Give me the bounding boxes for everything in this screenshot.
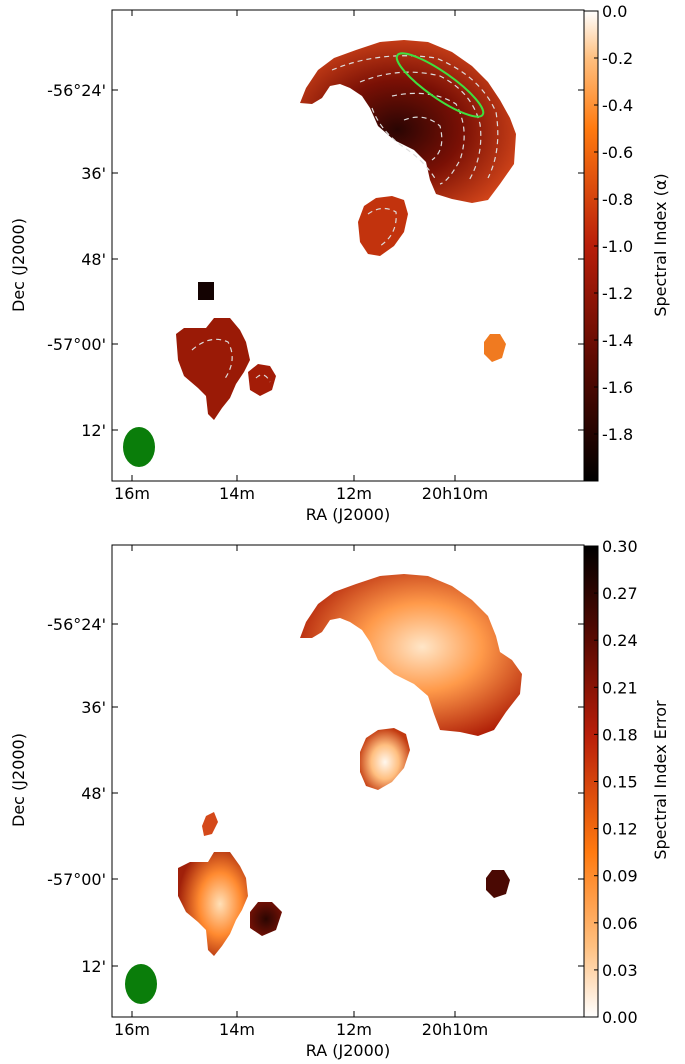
colorbar-tick-label: -0.8 — [602, 190, 633, 209]
y-tick-label: 48' — [81, 250, 106, 269]
source-small-knot-2 — [202, 812, 218, 836]
source-middle-blob-1 — [358, 196, 408, 256]
contours-southwest — [191, 338, 271, 383]
x-tick-label: 12m — [336, 484, 372, 503]
colorbar-tick-label: 0.15 — [602, 773, 638, 792]
colorbar-tick-label: 0.00 — [602, 1008, 638, 1027]
x-tick-label: 20h10m — [422, 484, 488, 503]
x-axis-2: 16m 14m 12m 20h10m — [114, 545, 488, 1039]
y-tick-label: -56°24' — [47, 81, 106, 100]
colorbar-tick-label: -1.6 — [602, 378, 633, 397]
contours-middle — [367, 207, 397, 247]
source-southeast-2 — [486, 870, 510, 898]
colorbar-tick-label: 0.03 — [602, 961, 638, 980]
source-southwest-2 — [178, 852, 248, 956]
y-tick-label: -57°00' — [47, 335, 106, 354]
x-tick-label: 20h10m — [422, 1020, 488, 1039]
colorbar-tick-label: 0.0 — [602, 2, 627, 21]
y-tick-label: 36' — [81, 698, 106, 717]
source-southwest-1 — [176, 318, 250, 420]
x-tick-label: 16m — [114, 1020, 150, 1039]
colorbar-tick-label: -1.0 — [602, 237, 633, 256]
colorbar-tick-label: 0.24 — [602, 631, 638, 650]
plot-frame-1 — [111, 9, 585, 482]
y-tick-label: 48' — [81, 784, 106, 803]
source-middle-blob-2 — [360, 728, 410, 790]
colorbar-tick-label: -0.2 — [602, 49, 633, 68]
x-tick-label: 14m — [219, 1020, 255, 1039]
y-axis-label-2: Dec (J2000) — [9, 733, 28, 827]
colorbar-tick-label: 0.21 — [602, 678, 638, 697]
y-tick-label: -57°00' — [47, 870, 106, 889]
panel-spectral-index-error: 16m 14m 12m 20h10m -56°24'36'48'-57°00'12' … — [9, 537, 670, 1060]
colorbar-tick-label: -1.4 — [602, 331, 633, 350]
source-southeast-1 — [484, 334, 506, 362]
colorbar-tick-label: 0.06 — [602, 914, 638, 933]
x-tick-label: 12m — [336, 1020, 372, 1039]
beam-ellipse-1 — [123, 427, 155, 467]
colorbar-tick-label: -1.2 — [602, 284, 633, 303]
y-tick-label: 12' — [81, 957, 106, 976]
colorbar-tick-label: 0.27 — [602, 584, 638, 603]
colorbar-tick-label: -1.8 — [602, 425, 633, 444]
x-tick-label: 14m — [219, 484, 255, 503]
x-axis-1: 16m 14m 12m 20h10m — [114, 10, 488, 503]
colorbar-tick-label: -0.6 — [602, 143, 633, 162]
colorbar-tick-label: 0.30 — [602, 537, 638, 556]
colorbar-label-2: Spectral Index Error — [651, 700, 670, 860]
y-tick-label: 12' — [81, 421, 106, 440]
colorbar-tick-label: -0.4 — [602, 96, 633, 115]
source-southwest-small-2 — [250, 902, 282, 936]
y-axis-1: -56°24' 36' 48' -57°00' 12' — [47, 81, 584, 440]
panel-spectral-index: 16m 14m 12m 20h10m -56°24'36'48'-57°00'12' … — [9, 2, 670, 524]
source-arc-2 — [300, 574, 522, 736]
x-tick-label: 16m — [114, 484, 150, 503]
colorbar-ticks-1: 0.0 -0.2 -0.4 -0.6 -0.8 -1.0 -1.2 -1.4 -1.6 -1.8 — [594, 2, 633, 444]
source-arc-1 — [300, 40, 516, 203]
source-southwest-small-1 — [248, 364, 276, 396]
beam-ellipse-2 — [125, 964, 157, 1004]
y-axis-label-1: Dec (J2000) — [9, 218, 28, 312]
region-ellipse — [395, 52, 485, 118]
colorbar-tick-label: 0.09 — [602, 867, 638, 886]
colorbar-label-1: Spectral Index (α) — [651, 173, 670, 316]
colorbar-tick-label: 0.18 — [602, 725, 638, 744]
colorbar-ticks-2: 0.30 0.27 0.24 0.21 0.18 0.15 0.12 0.09 0.06 0.03… — [594, 537, 638, 1027]
x-axis-label-2: RA (J2000) — [306, 1041, 390, 1060]
x-axis-label-1: RA (J2000) — [306, 505, 390, 524]
plot-frame-2 — [111, 544, 585, 1018]
contours-arc — [331, 55, 499, 185]
y-axis-2: -56°24' 36' 48' -57°00' 12' — [47, 615, 584, 976]
y-tick-label: -56°24' — [47, 615, 106, 634]
source-small-knot-1 — [198, 282, 214, 300]
colorbar-tick-label: 0.12 — [602, 820, 638, 839]
y-tick-label: 36' — [81, 164, 106, 183]
